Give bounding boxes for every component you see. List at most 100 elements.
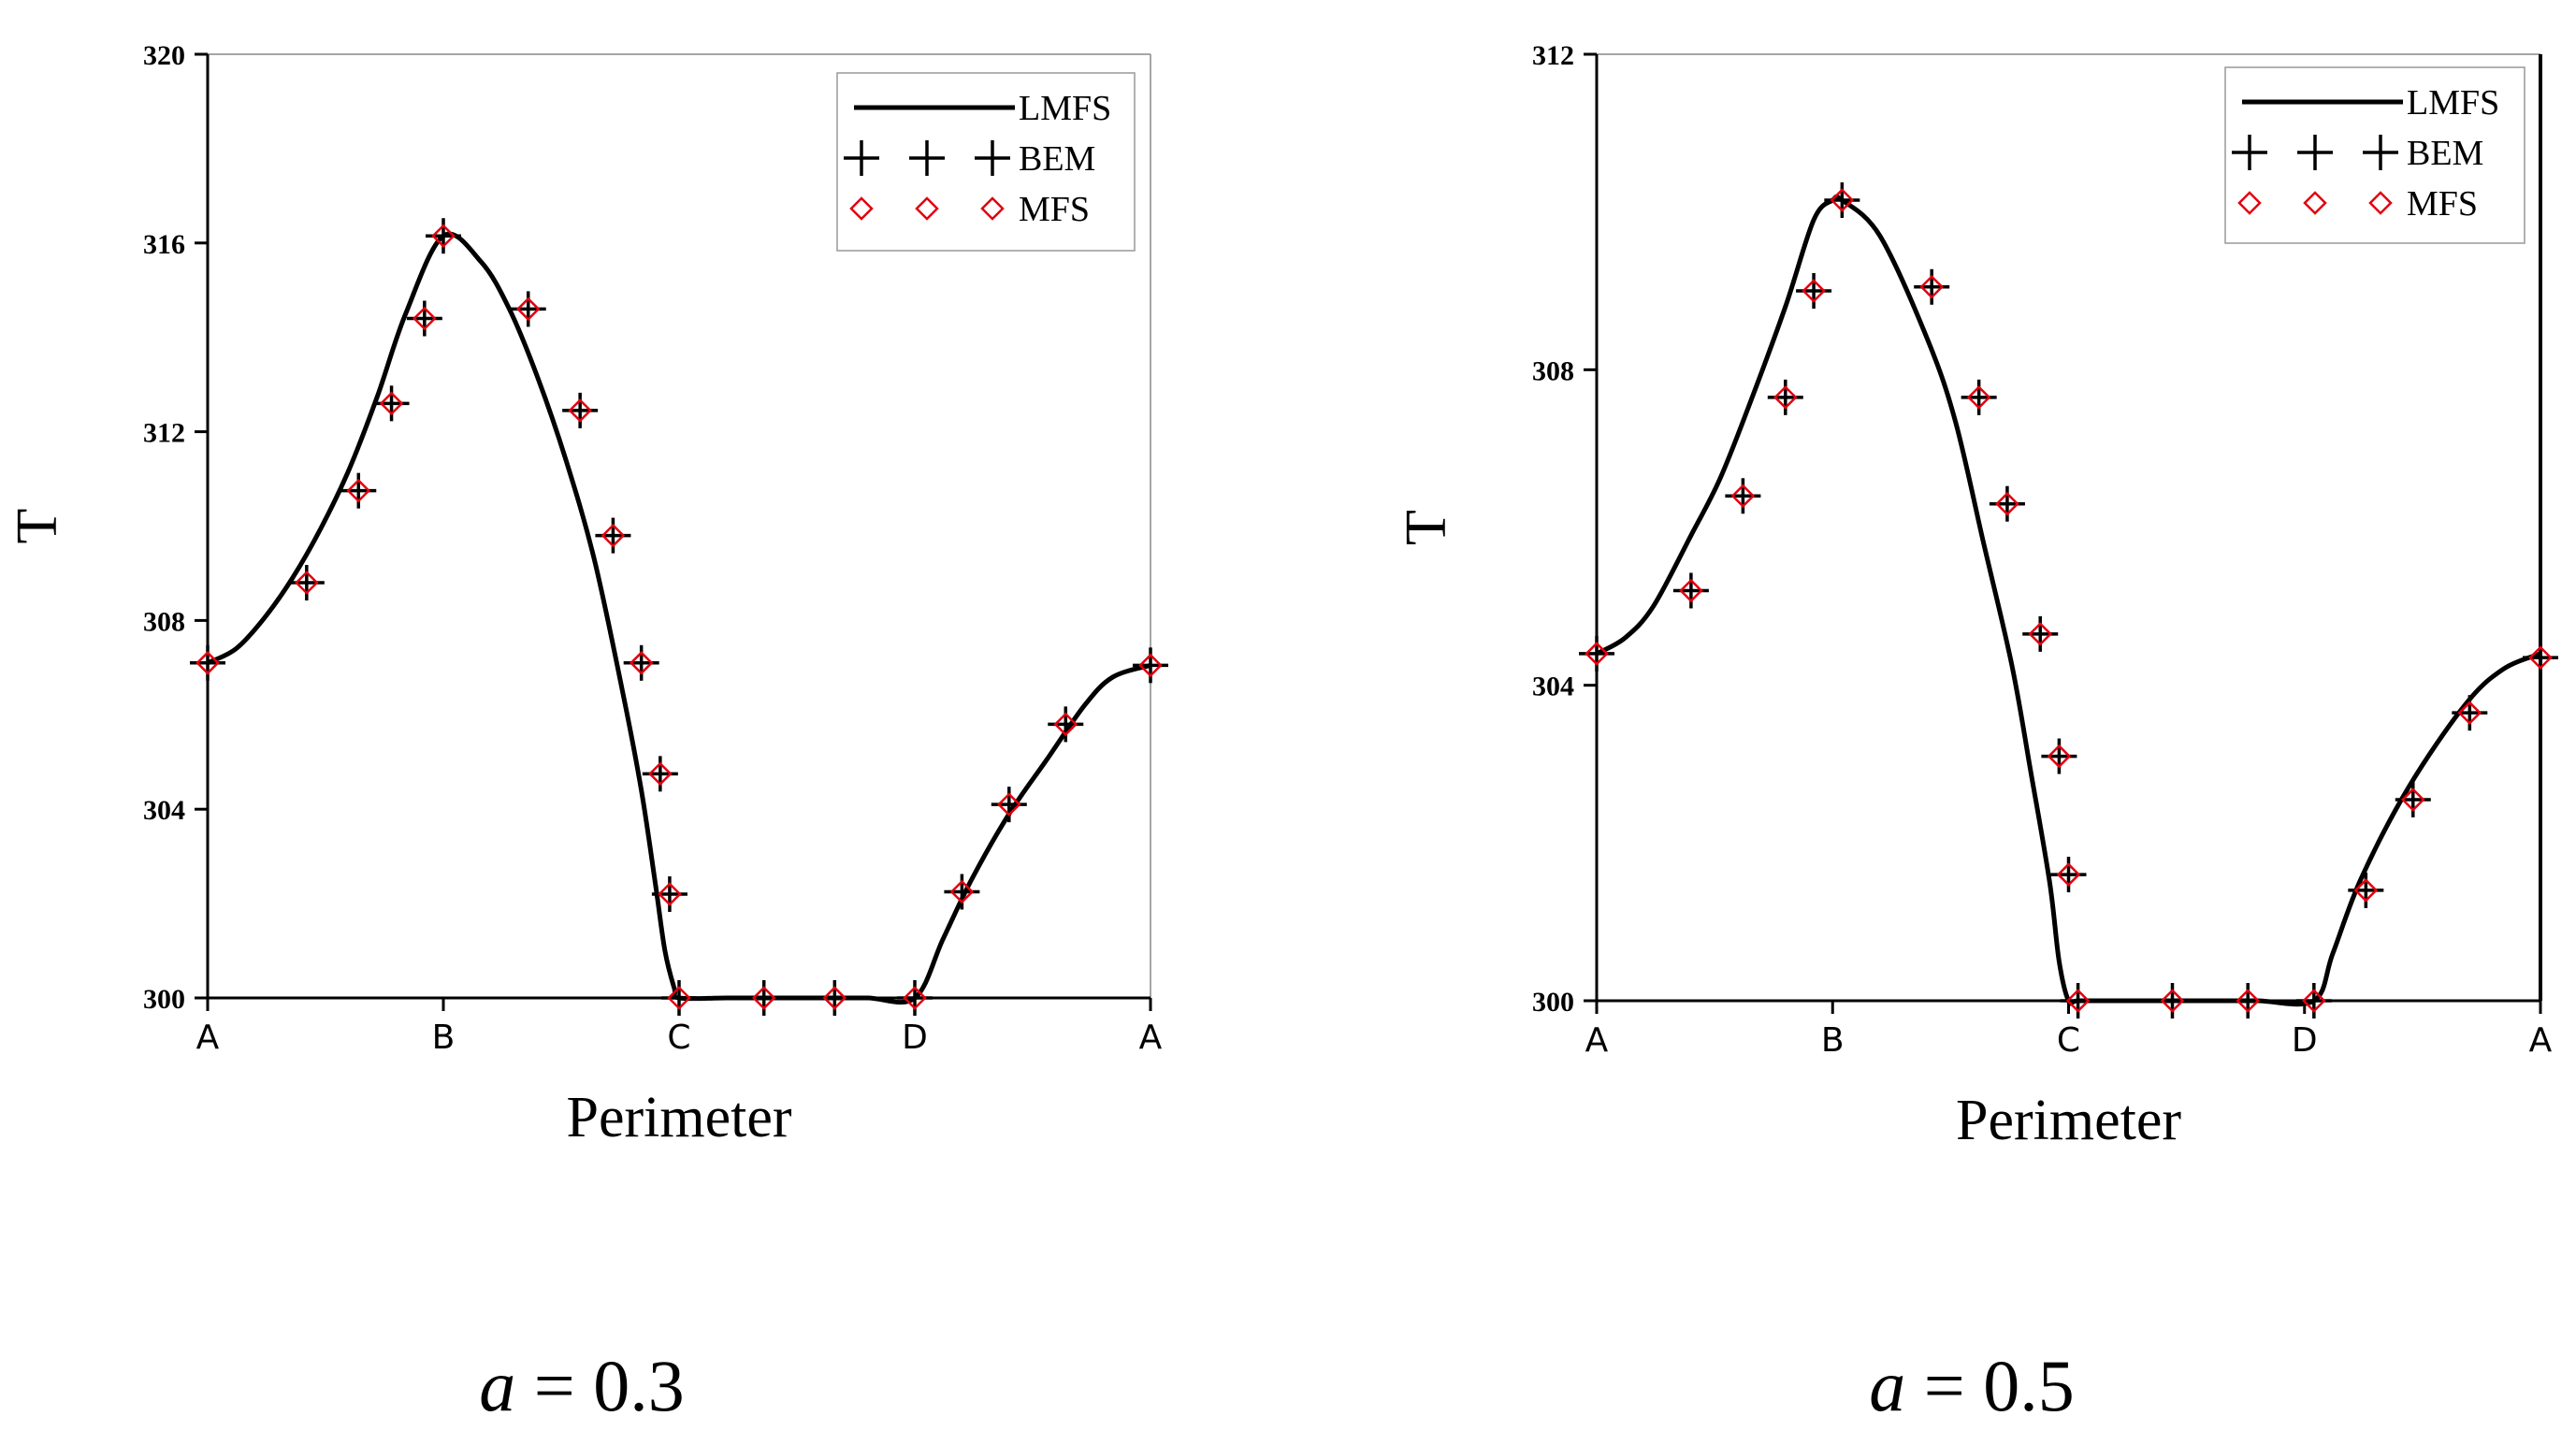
- mfs-point: [1830, 188, 1855, 212]
- x-tick-label: D: [2292, 1021, 2318, 1060]
- bem-point: [1961, 379, 1997, 415]
- bem-point: [2230, 983, 2266, 1019]
- panel-caption-2: a = 0.5: [1869, 1345, 2075, 1426]
- panel-caption-1: a = 0.3: [479, 1345, 685, 1426]
- mfs-point: [568, 398, 592, 423]
- legend-entry-mfs: MFS: [2237, 184, 2478, 224]
- bem-point: [595, 517, 631, 554]
- legend-plus-swatch: [2297, 135, 2333, 170]
- legend-box: [2224, 66, 2525, 244]
- bem-point: [1579, 635, 1614, 672]
- x-tick-label: A: [2529, 1021, 2553, 1060]
- chart-panel-2: 300 304 308 312 A B C D A Perimeter T LMFS BEM MFS: [1395, 40, 2558, 1152]
- mfs-point: [412, 306, 437, 331]
- mfs-point: [431, 224, 456, 249]
- mfs-point: [295, 571, 319, 595]
- bem-point: [1725, 478, 1761, 514]
- legend-diamond-swatch: [2303, 191, 2327, 215]
- bem-point: [190, 644, 225, 681]
- series-line-lmfs: [206, 231, 1151, 1005]
- mfs-point: [515, 296, 541, 322]
- bem-point: [2050, 857, 2087, 893]
- x-tick-label: B: [432, 1019, 456, 1057]
- mfs-point: [2047, 744, 2072, 769]
- mfs-point: [2056, 862, 2081, 887]
- bem-point: [2041, 738, 2077, 774]
- mfs-point: [1585, 642, 1609, 666]
- y-tick-label: 312: [143, 418, 185, 449]
- x-tick-label: D: [902, 1019, 928, 1057]
- legend-label: BEM: [1019, 139, 1095, 179]
- legend-diamond-swatch: [915, 196, 939, 221]
- mfs-point: [2457, 701, 2482, 725]
- mfs-point: [2353, 878, 2379, 903]
- mfs-point: [2302, 989, 2326, 1013]
- mfs-point: [997, 792, 1021, 816]
- y-tick-label: 300: [143, 984, 185, 1015]
- y-tick-label: 300: [1532, 987, 1574, 1018]
- bem-point: [1133, 647, 1168, 684]
- y-tick-label: 316: [143, 229, 185, 260]
- mfs-point: [822, 986, 847, 1010]
- bem-point: [2523, 640, 2558, 676]
- mfs-point: [1995, 491, 2019, 516]
- bem-point: [406, 300, 442, 337]
- y-axis-title: T: [6, 509, 69, 544]
- mfs-point: [1053, 712, 1078, 737]
- x-tick-label: A: [1585, 1021, 1609, 1060]
- mfs-point: [1138, 653, 1163, 678]
- legend-entry-bem: BEM: [2232, 134, 2483, 173]
- mfs-point: [2160, 989, 2185, 1013]
- mfs-point: [903, 986, 927, 1010]
- mfs-point: [2401, 788, 2425, 812]
- mfs-point: [2028, 622, 2052, 646]
- legend-label: LMFS: [2407, 83, 2499, 123]
- bem-point: [1989, 485, 2025, 522]
- mfs-point: [1730, 484, 1756, 509]
- x-tick-label: A: [1139, 1019, 1163, 1057]
- mfs-point: [1802, 279, 1826, 303]
- series-line-lmfs: [1595, 194, 2541, 1007]
- bem-point: [2022, 615, 2059, 652]
- mfs-point: [949, 879, 975, 904]
- y-tick-label: 308: [143, 606, 185, 637]
- caption-variable: a: [1869, 1345, 1905, 1426]
- legend-entry-bem: BEM: [844, 139, 1095, 179]
- y-axis-title: T: [1395, 510, 1458, 545]
- legend-diamond-swatch: [980, 196, 1005, 221]
- mfs-point: [379, 391, 404, 416]
- mfs-point: [2065, 989, 2091, 1013]
- legend-entry-mfs: MFS: [849, 190, 1090, 229]
- mfs-point: [1966, 385, 1991, 410]
- mfs-point: [1919, 275, 1944, 299]
- bem-point: [2154, 983, 2191, 1019]
- y-tick-label: 320: [143, 40, 185, 71]
- legend-entry-lmfs: LMFS: [854, 89, 1111, 128]
- x-tick-label: C: [667, 1019, 690, 1057]
- bem-point: [2295, 983, 2332, 1019]
- legend-label: BEM: [2407, 134, 2483, 173]
- mfs-point: [658, 882, 682, 906]
- x-tick-label: C: [2057, 1021, 2080, 1060]
- mfs-point: [648, 761, 673, 787]
- legend-label: LMFS: [1019, 89, 1111, 128]
- mfs-point: [1679, 578, 1703, 603]
- legend-entry-lmfs: LMFS: [2242, 83, 2499, 123]
- y-tick-label: 308: [1532, 355, 1574, 386]
- bem-point: [661, 980, 697, 1016]
- bem-point: [1767, 379, 1803, 415]
- mfs-point: [346, 478, 371, 503]
- caption-variable: a: [479, 1345, 515, 1426]
- y-tick-label: 304: [143, 795, 185, 826]
- bem-point: [1914, 268, 1950, 305]
- bem-point: [897, 980, 933, 1016]
- legend-diamond-swatch: [849, 196, 874, 221]
- legend-plus-swatch: [844, 140, 879, 176]
- x-axis-title: Perimeter: [1956, 1089, 2181, 1152]
- legend-diamond-swatch: [2237, 191, 2262, 215]
- bem-point: [745, 980, 782, 1016]
- bem-point: [623, 644, 659, 681]
- chart-panel-1: 300 304 308 312 316 320 A B C D A Perimeter T LMFS BEM…: [6, 40, 1168, 1149]
